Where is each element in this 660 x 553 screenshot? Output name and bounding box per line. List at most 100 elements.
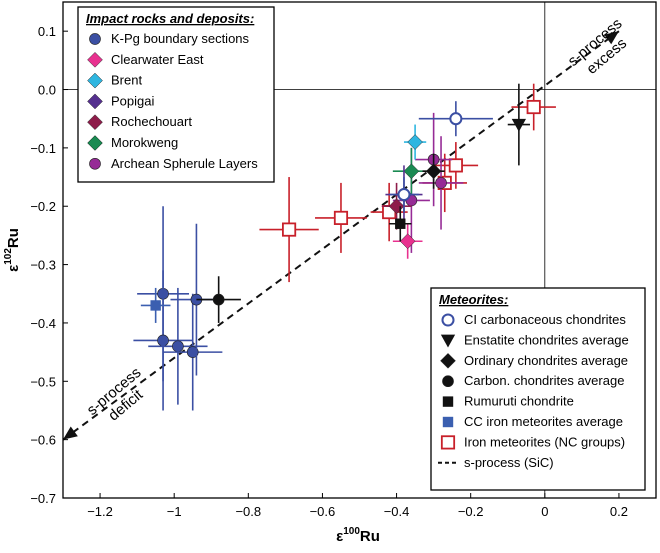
point-marker	[403, 163, 420, 180]
y-tick-label: 0.0	[38, 83, 56, 98]
data-point	[418, 101, 493, 137]
point-marker	[397, 188, 411, 202]
data-point	[392, 223, 423, 259]
legend-meteorites-marker	[440, 435, 456, 450]
legend-meteorites-label: Rumuruti chondrite	[464, 394, 574, 409]
data-point	[133, 270, 193, 411]
legend-impact-label: K-Pg boundary sections	[111, 31, 250, 46]
point-marker	[511, 118, 527, 132]
x-tick-label: 0	[541, 504, 548, 519]
s-process-line	[62, 30, 620, 441]
y-axis-label: ε102Ru	[3, 228, 22, 272]
legend-impact-box	[77, 6, 275, 183]
x-tick-label: 0.2	[610, 504, 628, 519]
legend-meteorites-box	[430, 287, 646, 491]
legend-meteorites-label: Carbon. chondrites average	[464, 373, 624, 388]
y-axis-label-suffix: Ru	[5, 228, 22, 248]
s-process-arrowhead-deficit	[63, 426, 78, 440]
y-axis-label-sup: 102	[3, 248, 14, 265]
y-tick-label: −0.1	[30, 141, 56, 156]
x-tick-label: −1	[167, 504, 182, 519]
legend-impact-marker	[87, 93, 103, 110]
legend-meteorites-label: s-process (SiC)	[464, 455, 554, 470]
legend-meteorites-label: CI carbonaceous chondrites	[464, 312, 626, 327]
legend-impact-label: Archean Spherule Layers	[111, 156, 258, 171]
point-marker	[425, 163, 442, 180]
legend-impact-marker	[87, 51, 103, 68]
point-marker	[333, 210, 349, 225]
legend-impact-title: Impact rocks and deposits:	[86, 11, 254, 26]
legend-impact-marker	[89, 33, 101, 45]
y-tick-label: −0.5	[30, 374, 56, 389]
point-marker	[186, 346, 199, 358]
legend-impact-marker	[89, 157, 101, 170]
legend-meteorites: Meteorites: CI carbonaceous chondrites Ens…	[430, 287, 646, 491]
legend-meteorites-marker	[440, 334, 456, 348]
data-point	[370, 182, 408, 242]
s-process-arrowhead-excess	[604, 31, 619, 45]
y-tick-label: −0.2	[30, 199, 56, 214]
point-marker	[407, 134, 423, 150]
data-point	[418, 136, 464, 230]
plot-frame	[62, 1, 657, 499]
data-point	[163, 293, 223, 411]
legend-meteorites-marker	[442, 396, 454, 407]
y-tick-label: −0.7	[30, 491, 56, 506]
x-axis-label-base: ε	[336, 528, 343, 545]
legend-meteorites-label: Enstatite chondrites average	[464, 332, 629, 347]
x-tick-label: −0.8	[235, 504, 261, 519]
s-process-line-layer	[62, 30, 620, 441]
point-marker	[157, 334, 169, 347]
y-tick-label: −0.4	[30, 316, 56, 331]
data-point	[148, 287, 208, 405]
axis-ticks: −1.2 −1 −0.8 −0.6 −0.4 −0.2 0 0.2 0.1 0.0 −0.1 −0.2…	[30, 24, 628, 519]
point-marker	[282, 222, 297, 237]
data-point	[389, 177, 419, 213]
x-axis-label-suffix: Ru	[360, 528, 380, 545]
y-tick-label: −0.6	[30, 433, 56, 448]
x-tick-label: −1.2	[87, 504, 113, 519]
legend-impact-label: Popigai	[111, 93, 154, 108]
x-axis-label: ε100Ru	[336, 526, 380, 545]
data-point	[196, 276, 241, 323]
point-marker	[172, 340, 184, 353]
y-tick-label: −0.3	[30, 258, 56, 273]
x-tick-label: −0.4	[384, 504, 410, 519]
legend-meteorites-label: Ordinary chondrites average	[464, 353, 628, 368]
legend-meteorites-marker	[442, 375, 454, 388]
point-marker	[526, 99, 541, 115]
data-point	[422, 153, 445, 189]
legend-impact: Impact rocks and deposits: K-Pg boundary …	[77, 6, 275, 183]
legend-impact-label: Rochechouart	[111, 114, 192, 129]
data-point	[259, 177, 319, 283]
data-point	[403, 124, 427, 160]
data-point	[140, 287, 171, 323]
legend-impact-marker	[87, 72, 103, 89]
y-axis-label-base: ε	[5, 265, 22, 272]
legend-impact-label: Morokweng	[111, 135, 178, 150]
legend-impact-marker	[87, 135, 103, 151]
legend-meteorites-label: Iron meteorites (NC groups)	[464, 434, 625, 449]
legend-meteorites-title: Meteorites:	[439, 292, 508, 307]
x-tick-label: −0.2	[458, 504, 484, 519]
point-marker	[449, 112, 463, 126]
legend-meteorites-label: CC iron meteorites average	[464, 414, 623, 429]
data-point	[507, 83, 530, 166]
legend-impact-label: Brent	[111, 73, 142, 88]
data-point	[389, 206, 412, 242]
data-points-layer	[133, 83, 556, 411]
point-marker	[399, 233, 416, 250]
legend-meteorites-marker	[440, 352, 456, 369]
point-marker	[150, 300, 161, 311]
point-marker	[448, 158, 463, 173]
y-tick-label: 0.1	[38, 24, 56, 39]
x-tick-label: −0.6	[310, 504, 336, 519]
x-axis-label-sup: 100	[343, 526, 360, 537]
point-marker	[435, 177, 447, 189]
legend-meteorites-marker	[442, 416, 454, 428]
point-marker	[395, 218, 406, 229]
